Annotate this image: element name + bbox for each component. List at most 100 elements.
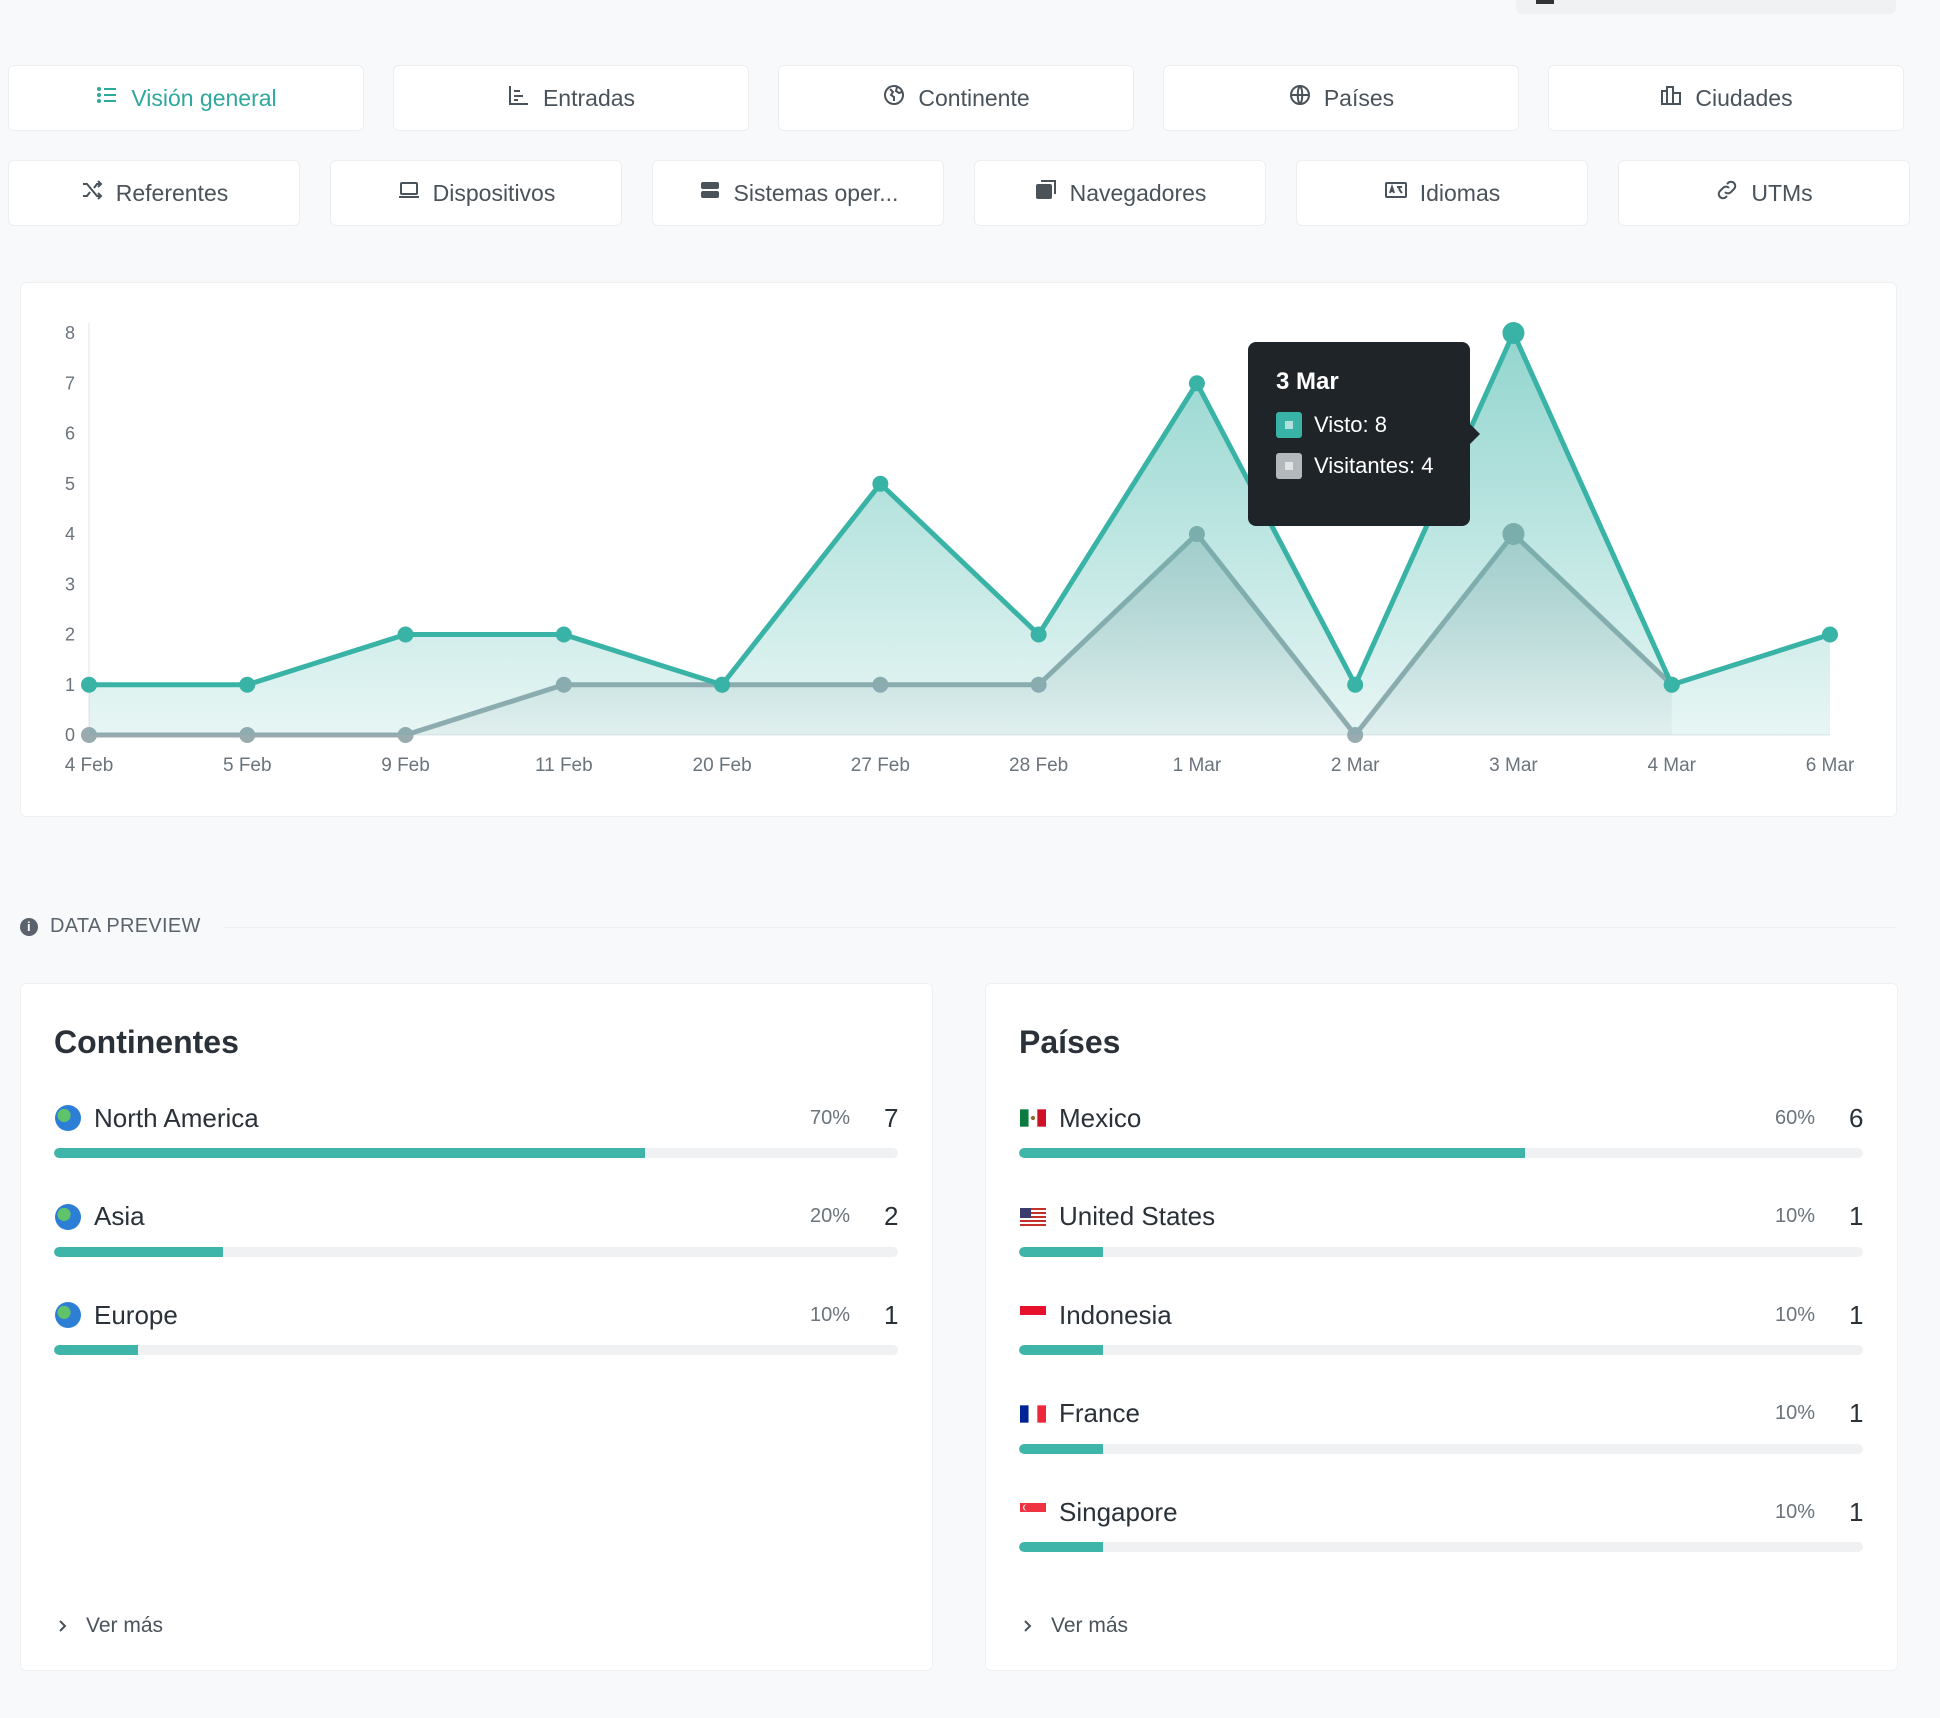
item-count: 1: [1849, 1299, 1864, 1330]
tab-navegadores[interactable]: Navegadores: [974, 160, 1266, 226]
data-point-visto: [1347, 676, 1364, 693]
x-tick-label: 1 Mar: [1173, 755, 1222, 776]
data-point-visto: [714, 676, 731, 693]
tab-entradas[interactable]: Entradas: [393, 65, 749, 131]
progress-fill: [1019, 1148, 1526, 1158]
tab-paises[interactable]: Países: [1163, 65, 1519, 131]
progress-fill: [1019, 1443, 1104, 1454]
tooltip-row-visto: Visto: 8: [1276, 412, 1442, 438]
progress-bar: [1019, 1542, 1863, 1552]
item-name: Mexico: [1059, 1102, 1142, 1133]
tab-label: Ciudades: [1695, 84, 1793, 111]
item-name: Asia: [94, 1201, 145, 1231]
list-item[interactable]: Mexico 60% 6: [1019, 1102, 1863, 1201]
data-point-visto: [81, 676, 97, 693]
y-tick-label: 1: [65, 675, 75, 695]
paises-card: Países Mexico 60% 6 United States 10% 1: [985, 983, 1898, 1671]
item-count: 1: [1849, 1201, 1864, 1231]
tooltip-row-visitantes: Visitantes: 4: [1276, 453, 1442, 479]
series-area-visto: [89, 333, 1830, 735]
tab-label: Referentes: [115, 179, 229, 206]
list-item[interactable]: United States 10% 1: [1019, 1201, 1863, 1300]
y-tick-label: 2: [65, 625, 75, 645]
item-percent: 10%: [1774, 1205, 1815, 1227]
tab-vision-general[interactable]: Visión general: [8, 65, 364, 131]
series-line-visto: [89, 330, 1831, 688]
tab-idiomas[interactable]: Idiomas: [1296, 160, 1588, 226]
item-percent: 10%: [1774, 1500, 1815, 1523]
earth-globe-icon: [54, 1203, 82, 1230]
tab-sistemas-operativos[interactable]: Sistemas oper...: [652, 160, 944, 226]
y-tick-label: 6: [65, 424, 75, 444]
progress-fill: [54, 1148, 645, 1158]
tab-referentes[interactable]: Referentes: [8, 160, 300, 226]
item-count: 7: [884, 1102, 899, 1133]
tab-ciudades[interactable]: Ciudades: [1548, 65, 1904, 131]
item-percent: 20%: [809, 1205, 850, 1227]
x-tick-label: 20 Feb: [693, 755, 752, 776]
tab-dispositivos[interactable]: Dispositivos: [330, 160, 622, 226]
tab-utms[interactable]: UTMs: [1618, 160, 1910, 226]
list-item[interactable]: Indonesia 10% 1: [1019, 1299, 1863, 1398]
item-count: 6: [1849, 1102, 1864, 1133]
y-tick-label: 5: [65, 474, 75, 494]
item-count: 1: [884, 1299, 899, 1330]
list-item[interactable]: North America 70% 7: [54, 1102, 898, 1201]
info-icon: i: [20, 917, 38, 936]
x-tick-label: 2 Mar: [1331, 755, 1380, 776]
chart-tooltip: 3 Mar Visto: 8 Visitantes: 4: [1248, 342, 1480, 526]
x-tick-label: 27 Feb: [851, 755, 910, 776]
y-tick-label: 0: [65, 725, 75, 745]
ver-mas-paises-link[interactable]: Ver más: [1021, 1614, 1128, 1638]
ver-mas-label: Ver más: [86, 1614, 164, 1637]
visits-chart[interactable]: 0 1 2 3 4 5 6 7 8 4 Feb 5 Feb 9 Feb 11 Feb 20 Feb 27 F…: [21, 283, 1898, 818]
item-name: Singapore: [1059, 1496, 1178, 1527]
france-flag-icon: [1019, 1403, 1047, 1425]
laptop-icon: [397, 178, 421, 208]
tab-row-primary: Visión general Entradas Continente Paíse…: [8, 65, 1904, 131]
list-item[interactable]: Asia 20% 2: [54, 1201, 898, 1300]
progress-fill: [1019, 1345, 1104, 1355]
progress-bar: [54, 1246, 898, 1257]
server-icon: [698, 178, 722, 208]
link-icon: [1715, 178, 1739, 208]
progress-fill: [54, 1246, 223, 1257]
tab-label: Idiomas: [1419, 179, 1501, 206]
item-name: Indonesia: [1059, 1299, 1172, 1330]
list-item[interactable]: France 10% 1: [1019, 1398, 1863, 1497]
x-tick-label: 5 Feb: [223, 755, 272, 776]
paises-list: Mexico 60% 6 United States 10% 1: [1019, 1102, 1863, 1595]
tab-label: Continente: [918, 84, 1030, 111]
tab-label: UTMs: [1751, 179, 1813, 206]
earth-globe-icon: [54, 1302, 82, 1328]
continentes-title: Continentes: [54, 1024, 239, 1060]
list-item[interactable]: Europe 10% 1: [54, 1299, 898, 1398]
x-tick-label: 9 Feb: [381, 755, 430, 776]
data-point-visto: [872, 475, 889, 492]
progress-bar: [1019, 1345, 1863, 1355]
top-toolbar-stub: [1516, 0, 1896, 14]
singapore-flag-icon: [1019, 1501, 1047, 1523]
tooltip-visto-text: Visto: 8: [1314, 412, 1387, 437]
data-point-visto: [397, 626, 414, 643]
progress-fill: [54, 1345, 139, 1355]
x-tick-label: 28 Feb: [1009, 755, 1068, 776]
paises-title: Países: [1019, 1024, 1121, 1060]
ver-mas-label: Ver más: [1051, 1614, 1129, 1637]
data-point-visto: [1502, 322, 1525, 344]
list-item[interactable]: Singapore 10% 1: [1019, 1496, 1863, 1595]
section-divider: [225, 927, 1897, 928]
mexico-flag-icon: [1019, 1107, 1047, 1129]
tab-continente[interactable]: Continente: [778, 65, 1134, 131]
item-percent: 10%: [1774, 1402, 1815, 1424]
ver-mas-continentes-link[interactable]: Ver más: [56, 1614, 163, 1638]
data-preview-heading: i DATA PREVIEW: [20, 915, 201, 938]
tab-label: Entradas: [542, 84, 636, 111]
item-name: France: [1059, 1398, 1140, 1428]
globe-europe-icon: [882, 83, 906, 113]
item-percent: 60%: [1774, 1106, 1815, 1129]
united-states-flag-icon: [1019, 1206, 1047, 1228]
shuffle-icon: [80, 178, 104, 208]
data-point-visto: [1188, 375, 1205, 392]
tab-label: Visión general: [131, 84, 277, 111]
